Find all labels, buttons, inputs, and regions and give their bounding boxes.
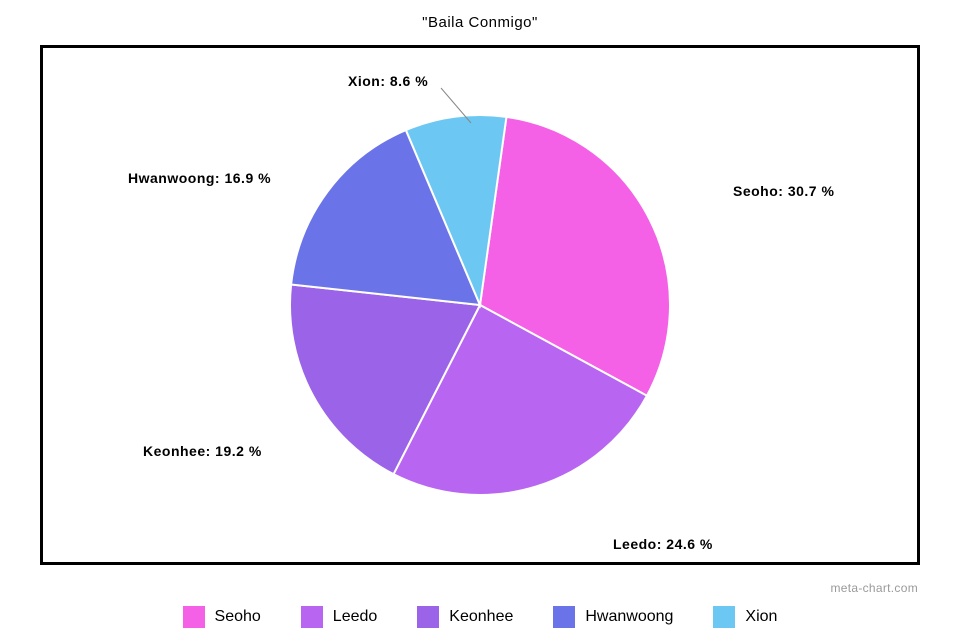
legend-swatch — [417, 606, 439, 628]
legend-swatch — [553, 606, 575, 628]
pie-chart — [286, 111, 674, 499]
legend-item-hwanwoong: Hwanwoong — [553, 606, 673, 628]
chart-title: "Baila Conmigo" — [0, 0, 960, 31]
slice-label-seoho: Seoho: 30.7 % — [733, 183, 834, 199]
legend-label: Hwanwoong — [585, 608, 673, 626]
legend-item-xion: Xion — [713, 606, 777, 628]
watermark: meta-chart.com — [830, 581, 918, 595]
slice-label-hwanwoong: Hwanwoong: 16.9 % — [128, 170, 271, 186]
legend-item-seoho: Seoho — [183, 606, 261, 628]
legend-swatch — [183, 606, 205, 628]
legend-label: Seoho — [215, 608, 261, 626]
slice-label-keonhee: Keonhee: 19.2 % — [143, 443, 262, 459]
legend-item-leedo: Leedo — [301, 606, 378, 628]
slice-label-xion: Xion: 8.6 % — [348, 73, 428, 89]
legend-label: Xion — [745, 608, 777, 626]
legend-swatch — [713, 606, 735, 628]
legend-item-keonhee: Keonhee — [417, 606, 513, 628]
legend-swatch — [301, 606, 323, 628]
pie-container — [286, 111, 674, 499]
legend-label: Leedo — [333, 608, 378, 626]
legend: Seoho Leedo Keonhee Hwanwoong Xion — [0, 606, 960, 628]
slice-label-leedo: Leedo: 24.6 % — [613, 536, 713, 552]
chart-frame: Seoho: 30.7 % Leedo: 24.6 % Keonhee: 19.… — [40, 45, 920, 565]
legend-label: Keonhee — [449, 608, 513, 626]
